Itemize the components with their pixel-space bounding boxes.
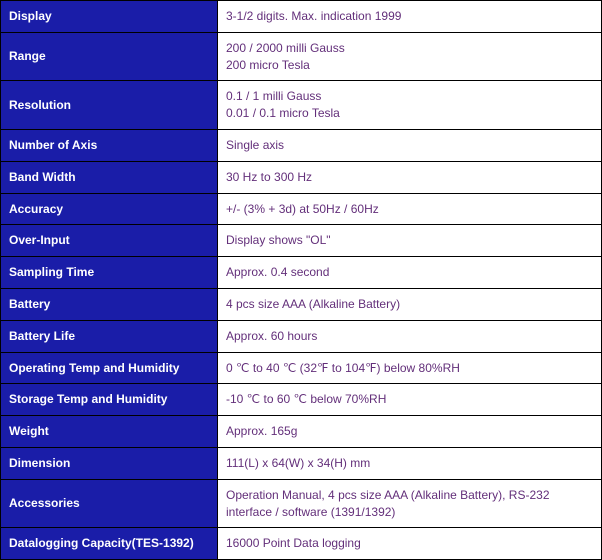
spec-row: Resolution0.1 / 1 milli Gauss0.01 / 0.1 …	[1, 81, 602, 130]
spec-row: Battery4 pcs size AAA (Alkaline Battery)	[1, 288, 602, 320]
spec-label: Sampling Time	[1, 257, 218, 289]
spec-value: 0.1 / 1 milli Gauss0.01 / 0.1 micro Tesl…	[218, 81, 602, 130]
spec-label: Battery Life	[1, 320, 218, 352]
spec-label: Accessories	[1, 479, 218, 528]
spec-row: Datalogging Capacity(TES-1392)16000 Poin…	[1, 528, 602, 560]
spec-label: Over-Input	[1, 225, 218, 257]
spec-value: 4 pcs size AAA (Alkaline Battery)	[218, 288, 602, 320]
spec-label: Accuracy	[1, 193, 218, 225]
spec-row: Accuracy+/- (3% + 3d) at 50Hz / 60Hz	[1, 193, 602, 225]
spec-row: Sampling TimeApprox. 0.4 second	[1, 257, 602, 289]
spec-row: Dimension111(L) x 64(W) x 34(H) mm	[1, 447, 602, 479]
spec-value: Approx. 165g	[218, 416, 602, 448]
spec-label: Band Width	[1, 161, 218, 193]
spec-row: AccessoriesOperation Manual, 4 pcs size …	[1, 479, 602, 528]
spec-value: Single axis	[218, 129, 602, 161]
spec-label: Dimension	[1, 447, 218, 479]
spec-value: Approx. 60 hours	[218, 320, 602, 352]
spec-label: Range	[1, 32, 218, 81]
spec-row: WeightApprox. 165g	[1, 416, 602, 448]
spec-label: Operating Temp and Humidity	[1, 352, 218, 384]
spec-value: Operation Manual, 4 pcs size AAA (Alkali…	[218, 479, 602, 528]
spec-value: +/- (3% + 3d) at 50Hz / 60Hz	[218, 193, 602, 225]
spec-table: Display3-1/2 digits. Max. indication 199…	[0, 0, 602, 560]
spec-value: 0 ℃ to 40 ℃ (32℉ to 104℉) below 80%RH	[218, 352, 602, 384]
spec-label: Resolution	[1, 81, 218, 130]
spec-value: -10 ℃ to 60 ℃ below 70%RH	[218, 384, 602, 416]
spec-value: Display shows "OL"	[218, 225, 602, 257]
spec-table-body: Display3-1/2 digits. Max. indication 199…	[1, 1, 602, 560]
spec-row: Battery LifeApprox. 60 hours	[1, 320, 602, 352]
spec-label: Battery	[1, 288, 218, 320]
spec-value: Approx. 0.4 second	[218, 257, 602, 289]
spec-label: Number of Axis	[1, 129, 218, 161]
spec-label: Weight	[1, 416, 218, 448]
spec-row: Display3-1/2 digits. Max. indication 199…	[1, 1, 602, 33]
spec-row: Operating Temp and Humidity0 ℃ to 40 ℃ (…	[1, 352, 602, 384]
spec-label: Datalogging Capacity(TES-1392)	[1, 528, 218, 560]
spec-value: 111(L) x 64(W) x 34(H) mm	[218, 447, 602, 479]
spec-row: Storage Temp and Humidity-10 ℃ to 60 ℃ b…	[1, 384, 602, 416]
spec-row: Band Width30 Hz to 300 Hz	[1, 161, 602, 193]
spec-value: 30 Hz to 300 Hz	[218, 161, 602, 193]
spec-value: 200 / 2000 milli Gauss200 micro Tesla	[218, 32, 602, 81]
spec-value: 16000 Point Data logging	[218, 528, 602, 560]
spec-row: Range200 / 2000 milli Gauss200 micro Tes…	[1, 32, 602, 81]
spec-label: Storage Temp and Humidity	[1, 384, 218, 416]
spec-label: Display	[1, 1, 218, 33]
spec-value: 3-1/2 digits. Max. indication 1999	[218, 1, 602, 33]
spec-row: Number of AxisSingle axis	[1, 129, 602, 161]
spec-row: Over-InputDisplay shows "OL"	[1, 225, 602, 257]
